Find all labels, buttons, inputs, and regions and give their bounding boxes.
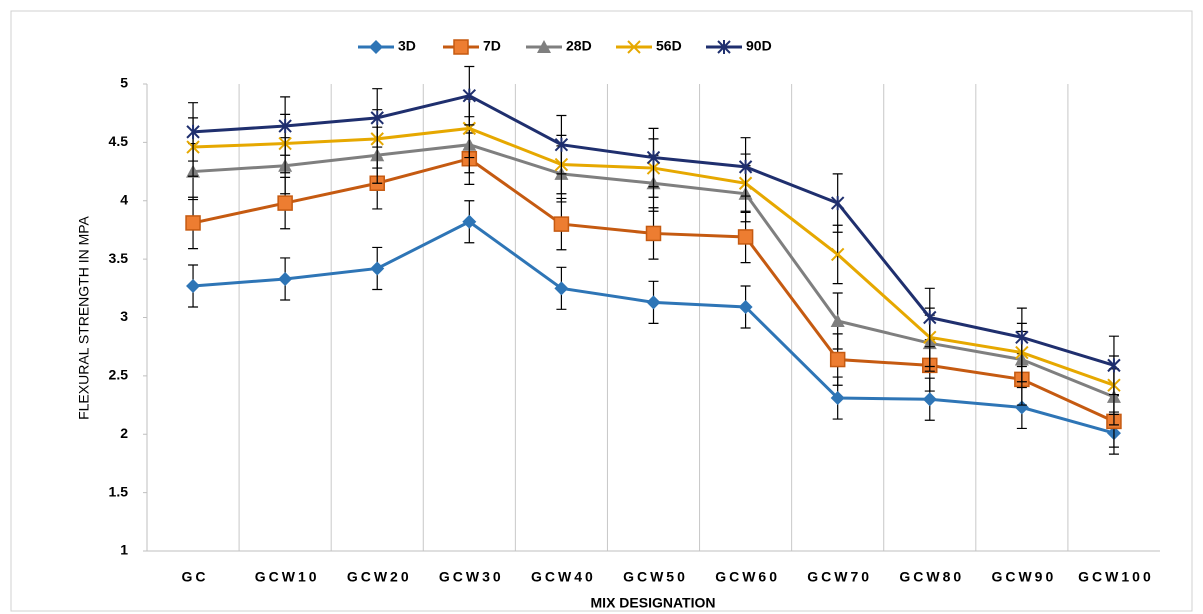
legend-marker	[627, 40, 641, 54]
marker	[553, 216, 570, 232]
legend-label: 3D	[398, 38, 416, 54]
y-tick-label: 1	[120, 542, 128, 558]
marker	[186, 278, 201, 293]
marker	[829, 351, 846, 368]
marker	[462, 214, 477, 229]
legend-marker	[453, 39, 469, 55]
x-tick-label: GCW100	[1078, 569, 1154, 585]
marker	[278, 271, 293, 286]
x-tick-label: GC	[182, 569, 209, 585]
marker	[1107, 358, 1121, 373]
legend-marker	[369, 40, 383, 54]
x-tick-label: GCW80	[899, 569, 964, 585]
marker	[554, 281, 569, 296]
marker	[278, 119, 292, 134]
marker	[462, 88, 477, 103]
marker	[554, 137, 569, 152]
x-tick-label: GCW20	[347, 569, 412, 585]
y-axis-label: FLEXURAL STRENGTH IN MPA	[76, 215, 92, 419]
series	[186, 65, 1121, 396]
x-tick-label: GCW10	[255, 569, 320, 585]
legend-marker	[537, 40, 551, 53]
y-tick-label: 4	[120, 191, 128, 207]
marker	[186, 124, 200, 139]
x-tick-label: GCW30	[439, 569, 504, 585]
marker	[1014, 400, 1029, 415]
marker	[830, 247, 845, 262]
x-tick-label: GCW40	[531, 569, 596, 585]
marker	[370, 261, 385, 276]
marker	[646, 150, 661, 165]
y-tick-label: 5	[120, 75, 128, 91]
y-tick-label: 1.5	[109, 483, 129, 499]
marker	[738, 299, 753, 314]
marker	[922, 392, 937, 407]
marker	[370, 110, 384, 125]
y-tick-label: 3.5	[109, 250, 129, 266]
marker	[185, 215, 201, 231]
marker	[645, 225, 662, 242]
y-tick-label: 4.5	[109, 133, 129, 149]
y-tick-label: 3	[120, 308, 128, 324]
marker	[830, 314, 845, 328]
marker	[738, 159, 753, 174]
x-axis-label: MIX DESIGNATION	[591, 595, 716, 611]
x-tick-label: GCW60	[715, 569, 780, 585]
series	[186, 200, 1121, 455]
x-tick-label: GCW50	[623, 569, 688, 585]
legend-label: 28D	[566, 38, 592, 54]
marker	[737, 229, 754, 245]
legend-label: 90D	[746, 38, 772, 54]
marker	[830, 196, 845, 211]
x-tick-label: GCW90	[991, 569, 1056, 585]
y-tick-label: 2.5	[109, 367, 129, 383]
x-tick-label: GCW70	[807, 569, 872, 585]
chart-border	[10, 10, 1193, 612]
marker	[1015, 330, 1029, 345]
marker	[830, 391, 845, 406]
marker	[277, 195, 293, 211]
legend-label: 56D	[656, 38, 682, 54]
legend-marker	[717, 40, 731, 54]
legend-label: 7D	[483, 38, 501, 54]
marker	[923, 310, 937, 325]
marker	[646, 295, 661, 310]
y-tick-label: 2	[120, 425, 128, 441]
